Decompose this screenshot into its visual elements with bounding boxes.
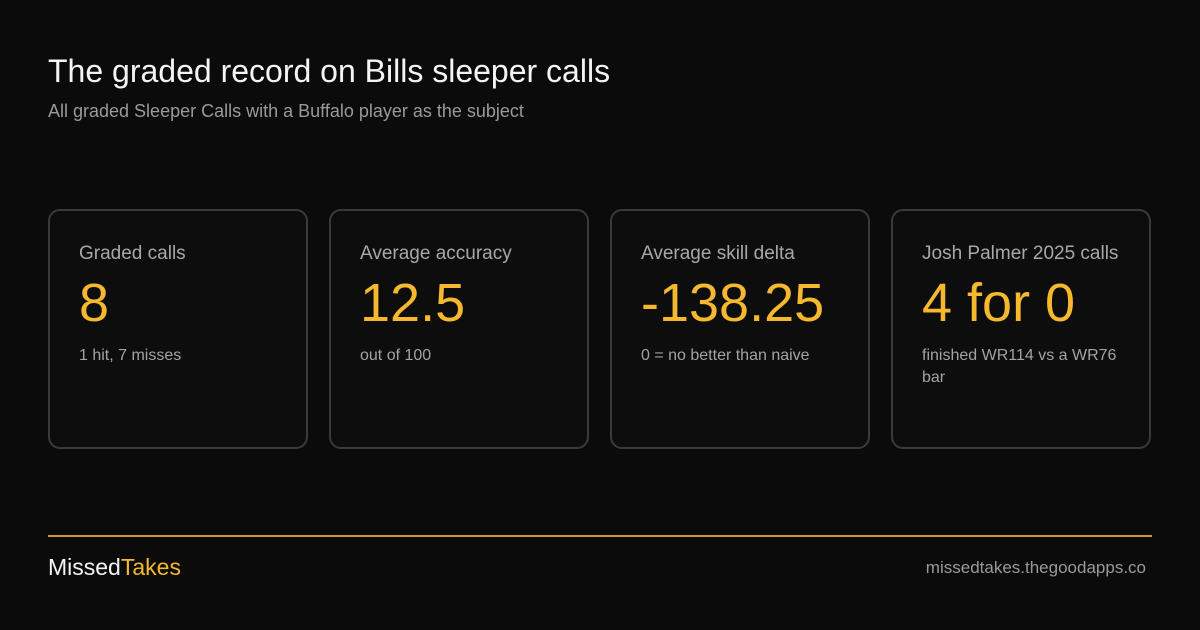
stat-card-value: -138.25 <box>641 273 825 333</box>
page-subtitle: All graded Sleeper Calls with a Buffalo … <box>48 101 524 121</box>
stat-card-josh-palmer: Josh Palmer 2025 calls 4 for 0 finished … <box>891 209 1151 449</box>
stat-card-graded-calls: Graded calls 8 1 hit, 7 misses <box>48 209 308 449</box>
stat-card-label: Josh Palmer 2025 calls <box>922 243 1119 264</box>
stat-card-average-accuracy: Average accuracy 12.5 out of 100 <box>329 209 589 449</box>
stat-card-value: 8 <box>79 273 110 333</box>
footer-divider <box>48 535 1152 537</box>
stat-card-value: 4 for 0 <box>922 273 1076 333</box>
page-title: The graded record on Bills sleeper calls <box>48 53 611 89</box>
brand-logo-part-2: Takes <box>120 554 181 580</box>
stat-card-label: Average skill delta <box>641 243 795 264</box>
stat-card-note: out of 100 <box>360 347 432 364</box>
stat-card-label: Graded calls <box>79 243 186 264</box>
stat-card-note: 1 hit, 7 misses <box>79 347 182 364</box>
brand-logo: MissedTakes <box>48 553 181 581</box>
brand-logo-part-1: Missed <box>48 554 121 580</box>
stat-card-average-skill-delta: Average skill delta -138.25 0 = no bette… <box>610 209 870 449</box>
stat-card-note: 0 = no better than naive <box>641 347 810 364</box>
stat-card-label: Average accuracy <box>360 243 512 264</box>
stat-card-note: finished WR114 vs a WR76 bar <box>922 347 1117 386</box>
stat-card-value: 12.5 <box>360 273 466 333</box>
site-url: missedtakes.thegoodapps.co <box>925 558 1146 577</box>
stat-cards: Graded calls 8 1 hit, 7 misses Average a… <box>48 209 1152 449</box>
